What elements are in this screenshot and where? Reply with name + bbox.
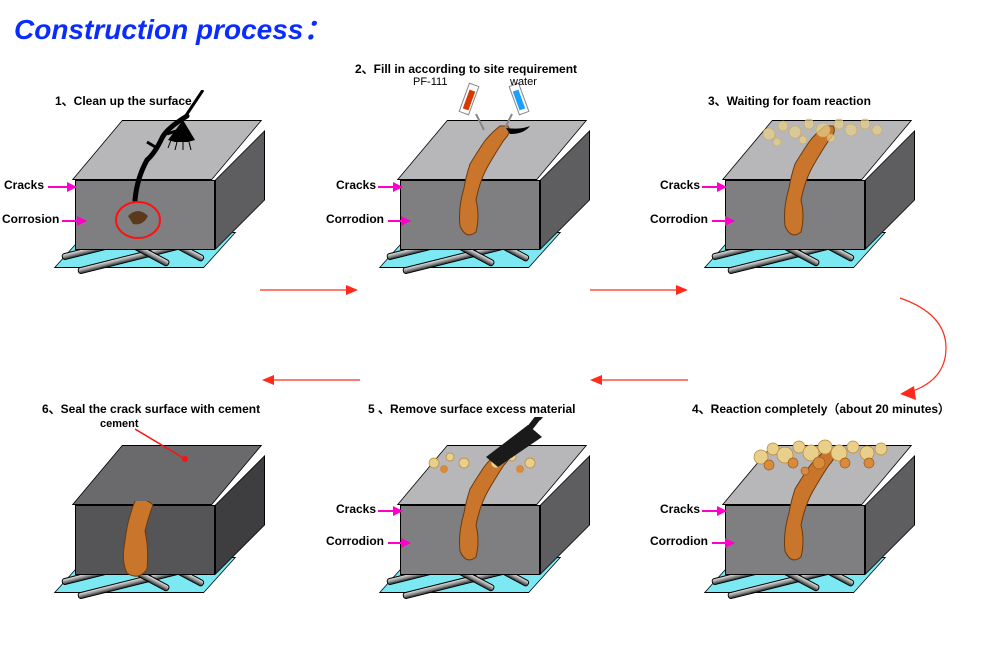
cement-label: cement (100, 418, 139, 430)
flow-arrow-2-3 (590, 282, 690, 298)
corrosion-label: Corrosion (2, 212, 59, 226)
orange-fill (105, 501, 205, 591)
trowel-icon (480, 417, 550, 477)
step-3-caption: 3、Waiting for foam reaction (708, 92, 871, 109)
corrosion-arrow-icon (712, 220, 734, 222)
corrosion-arrow-icon (388, 220, 410, 222)
syringe-water-icon (498, 80, 538, 140)
foam-heavy (749, 433, 899, 483)
corrosion-arrow-icon (388, 542, 410, 544)
cracks-label: Cracks (660, 178, 700, 192)
corrosion-label: Corrodion (650, 534, 708, 548)
syringe-pf111-icon (458, 80, 498, 140)
flow-arrow-1-2 (260, 282, 360, 298)
corrosion-circle-icon (113, 198, 163, 242)
cracks-arrow-icon (378, 510, 402, 512)
step-4-block (695, 415, 895, 585)
flow-arrow-4-5 (590, 372, 690, 388)
corrosion-label: Corrodion (650, 212, 708, 226)
cracks-label: Cracks (660, 502, 700, 516)
water-label: water (510, 76, 537, 88)
flow-arrow-5-6 (262, 372, 362, 388)
step-5-block (370, 415, 570, 585)
cracks-arrow-icon (702, 186, 726, 188)
corrosion-label: Corrodion (326, 212, 384, 226)
cracks-arrow-icon (378, 186, 402, 188)
orange-fill (430, 120, 550, 260)
cement-line-icon (135, 425, 205, 465)
corrosion-arrow-icon (62, 220, 86, 222)
flow-arrow-3-4 (890, 294, 960, 404)
step-2-caption: 2、Fill in according to site requirement (355, 60, 577, 77)
step-1-block (45, 90, 245, 260)
step-6-caption: 6、Seal the crack surface with cement (42, 400, 260, 417)
foam-light (755, 112, 895, 158)
cracks-arrow-icon (48, 186, 76, 188)
step-5-caption: 5 、Remove surface excess material (368, 400, 575, 417)
cracks-label: Cracks (4, 178, 44, 192)
cracks-label: Cracks (336, 178, 376, 192)
step-2-block (370, 90, 570, 260)
cracks-arrow-icon (702, 510, 726, 512)
step-6-block (45, 415, 245, 585)
corrosion-arrow-icon (712, 542, 734, 544)
corrosion-label: Corrodion (326, 534, 384, 548)
step-1-caption: 1、Clean up the surface (55, 92, 192, 109)
cracks-label: Cracks (336, 502, 376, 516)
step-3-block (695, 90, 895, 260)
pf111-label: PF-111 (413, 76, 447, 88)
page-title: Construction process： (14, 8, 331, 48)
